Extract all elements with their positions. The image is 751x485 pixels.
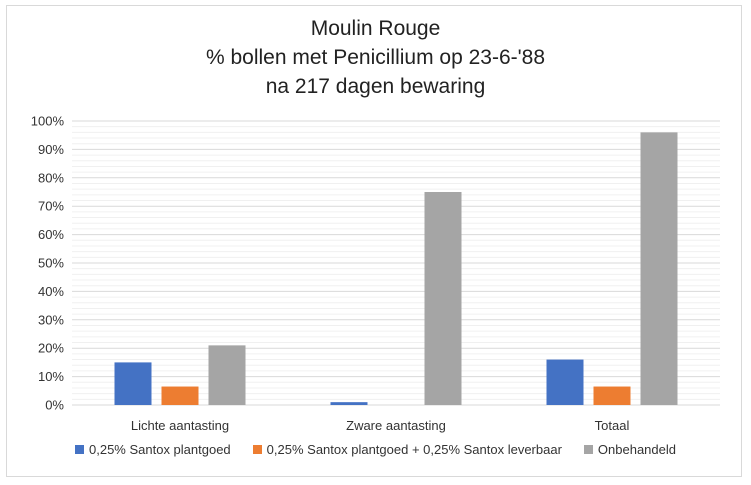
bar bbox=[330, 402, 368, 405]
y-tick-label: 40% bbox=[38, 284, 64, 299]
bar bbox=[640, 132, 678, 406]
bar bbox=[424, 192, 462, 405]
y-tick-label: 70% bbox=[38, 199, 64, 214]
legend-swatch bbox=[75, 445, 84, 454]
y-tick-label: 30% bbox=[38, 312, 64, 327]
y-tick-label: 100% bbox=[31, 114, 65, 129]
chart-title: Moulin Rouge % bollen met Penicillium op… bbox=[0, 14, 751, 101]
y-tick-label: 20% bbox=[38, 341, 64, 356]
y-tick-label: 50% bbox=[38, 256, 64, 271]
bar bbox=[161, 386, 199, 405]
y-tick-label: 90% bbox=[38, 142, 64, 157]
legend-item: 0,25% Santox plantgoed bbox=[75, 442, 231, 457]
bar bbox=[546, 359, 584, 405]
chart-title-line-3: na 217 dagen bewaring bbox=[265, 75, 486, 98]
legend-swatch bbox=[252, 445, 262, 454]
legend-swatch bbox=[583, 445, 593, 454]
chart-title-line-2: % bollen met Penicillium op 23-6-'88 bbox=[205, 46, 545, 69]
x-tick-label: Lichte aantasting bbox=[131, 418, 229, 433]
chart-legend: 0,25% Santox plantgoed 0,25% Santox plant… bbox=[0, 442, 751, 457]
chart-title-line-1: Moulin Rouge bbox=[310, 17, 441, 40]
bar bbox=[208, 345, 246, 405]
bar bbox=[593, 386, 631, 405]
legend-label: 0,25% Santox plantgoed bbox=[89, 442, 231, 457]
legend-item: 0,25% Santox plantgoed + 0,25% Santox le… bbox=[252, 442, 562, 457]
y-tick-label: 0% bbox=[45, 398, 64, 413]
legend-label: 0,25% Santox plantgoed + 0,25% Santox le… bbox=[266, 442, 562, 457]
y-tick-label: 80% bbox=[38, 170, 64, 185]
x-tick-label: Zware aantasting bbox=[346, 418, 446, 433]
bar bbox=[114, 362, 152, 405]
legend-item: Onbehandeld bbox=[583, 442, 676, 457]
y-tick-label: 10% bbox=[38, 369, 64, 384]
y-tick-label: 60% bbox=[38, 227, 64, 242]
legend-label: Onbehandeld bbox=[597, 442, 676, 457]
x-tick-label: Totaal bbox=[595, 418, 630, 433]
